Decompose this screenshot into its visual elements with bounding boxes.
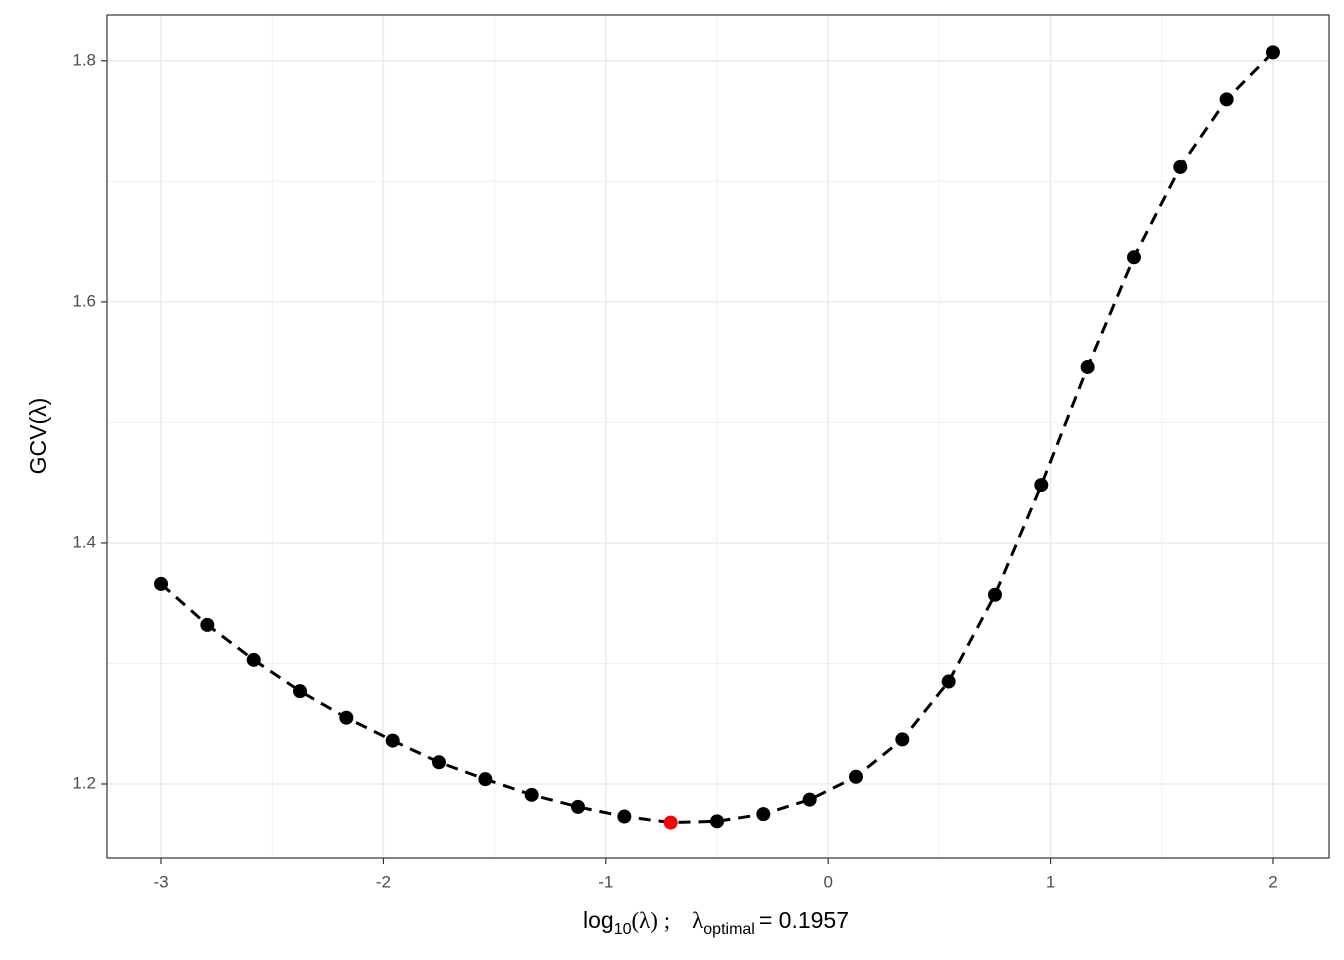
- x-title-sub: optimal: [703, 921, 755, 938]
- x-tick-label: -1: [598, 872, 613, 891]
- point: [709, 814, 724, 829]
- y-tick-label: 1.6: [72, 291, 96, 310]
- x-tick-label: -2: [376, 872, 391, 891]
- point: [524, 787, 539, 802]
- point: [802, 792, 817, 807]
- optimal-point: [663, 815, 678, 830]
- point: [432, 755, 447, 770]
- point: [154, 576, 169, 591]
- point: [385, 733, 400, 748]
- y-axis-title: GCV(λ): [25, 398, 51, 475]
- panel-border: [106, 14, 1330, 859]
- point: [987, 587, 1002, 602]
- x-title-value: = 0.1957: [759, 907, 849, 933]
- point: [941, 674, 956, 689]
- point: [848, 769, 863, 784]
- point: [1126, 250, 1141, 265]
- x-title-sub: 10: [614, 921, 632, 938]
- x-title-part: (λ) ;: [631, 908, 670, 933]
- point: [1219, 92, 1234, 107]
- plot: [154, 45, 1280, 830]
- axes: -3 -2 -1 0 1 2 1.2 1.4 1.6 1.8: [72, 50, 1277, 891]
- point: [478, 772, 493, 787]
- point: [1265, 45, 1280, 60]
- point: [339, 710, 354, 725]
- point: [1034, 478, 1049, 493]
- point: [571, 799, 586, 814]
- point: [246, 652, 261, 667]
- x-tick-label: 1: [1046, 872, 1055, 891]
- x-tick-label: -3: [153, 872, 168, 891]
- grid: [107, 15, 1329, 858]
- point: [617, 809, 632, 824]
- y-tick-label: 1.4: [72, 532, 96, 551]
- x-title-part: log: [583, 907, 614, 933]
- point: [293, 684, 308, 699]
- point: [1080, 359, 1095, 374]
- x-tick-label: 2: [1268, 872, 1277, 891]
- x-axis-title: log10(λ) ; λoptimal = 0.1957: [583, 907, 849, 938]
- y-tick-label: 1.2: [72, 773, 96, 792]
- point: [1173, 159, 1188, 174]
- point: [895, 732, 910, 747]
- x-title-lambda: λ: [692, 908, 704, 933]
- point: [200, 617, 215, 632]
- x-tick-label: 0: [823, 872, 832, 891]
- y-tick-label: 1.8: [72, 50, 96, 69]
- point: [756, 807, 771, 822]
